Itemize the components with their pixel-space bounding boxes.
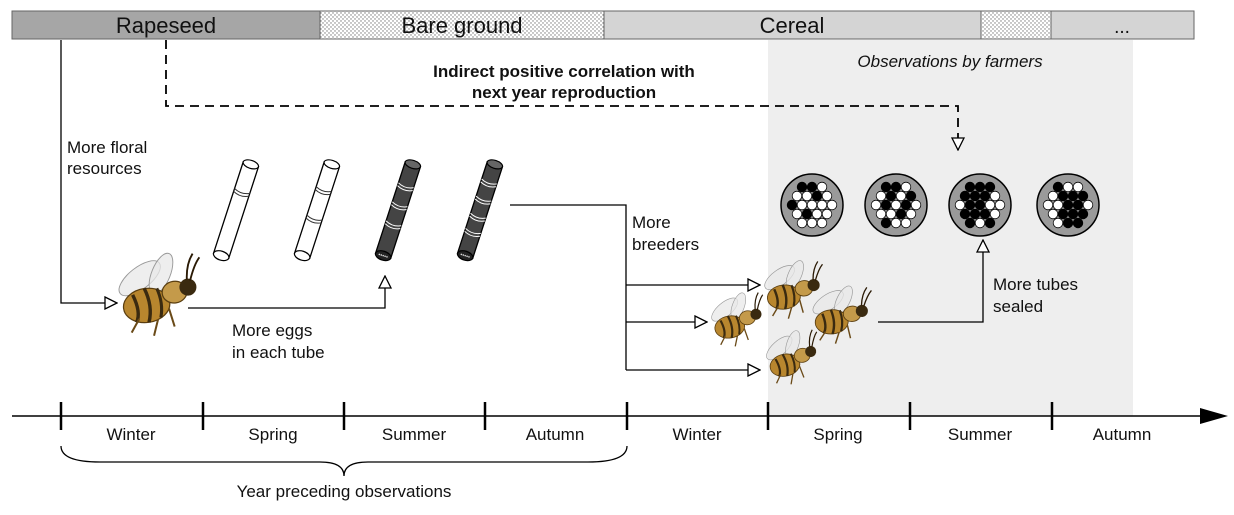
- season-label: Summer: [382, 425, 447, 444]
- crop-continued: [1050, 10, 1195, 40]
- bee-icon: [812, 285, 872, 344]
- timeline: Winter Spring Summer Autumn Winter Spring Summ…: [12, 402, 1228, 444]
- crop-label-cereal: Cereal: [760, 13, 825, 38]
- season-label: Autumn: [526, 425, 585, 444]
- nest-tube-icon: [293, 159, 341, 262]
- crop-cereal: [603, 10, 982, 40]
- breeders-connector: [510, 204, 627, 370]
- floral-resources-arrow: [60, 40, 117, 303]
- tube-bundles: [780, 173, 1100, 237]
- tube-bundle-icon: [864, 173, 928, 237]
- bee-icon: [766, 329, 818, 385]
- tube-bundle-icon: [948, 173, 1012, 237]
- season-label: Spring: [248, 425, 297, 444]
- season-label: Spring: [813, 425, 862, 444]
- season-label: Summer: [948, 425, 1013, 444]
- nest-tube-icon: [374, 159, 422, 262]
- observations-label: Observations by farmers: [857, 52, 1043, 71]
- season-label: Winter: [106, 425, 155, 444]
- crop-rotation-bar: Rapeseed Bare ground Cereal ...: [11, 10, 1195, 40]
- crop-label-continued: ...: [1114, 17, 1130, 38]
- year-brace: [60, 445, 628, 477]
- breeders-label-line2: breeders: [632, 235, 699, 254]
- crop-rapeseed: [11, 10, 321, 40]
- breeders-label-line1: More: [632, 213, 671, 232]
- eggs-arrow: [188, 276, 385, 309]
- nest-tube-icon: [212, 159, 260, 262]
- bee-icon: [711, 292, 764, 347]
- crop-label-bare-ground: Bare ground: [401, 13, 522, 38]
- sealed-arrow: [878, 240, 983, 323]
- eggs-label-line2: in each tube: [232, 343, 325, 362]
- nest-tubes: [212, 159, 504, 262]
- bees: [118, 252, 872, 385]
- floral-label-line1: More floral: [67, 138, 147, 157]
- tube-bundle-icon: [1036, 173, 1100, 237]
- year-preceding-label: Year preceding observations: [237, 482, 452, 501]
- season-label: Autumn: [1093, 425, 1152, 444]
- eggs-label-line1: More eggs: [232, 321, 312, 340]
- crop-bare-ground: [319, 10, 605, 40]
- sealed-label-line2: sealed: [993, 297, 1043, 316]
- bee-icon: [118, 252, 201, 336]
- sealed-label-line1: More tubes: [993, 275, 1078, 294]
- correlation-label-line1: Indirect positive correlation with: [433, 62, 695, 81]
- tube-bundle-icon: [780, 173, 844, 237]
- correlation-arrow: [165, 40, 958, 150]
- season-label: Winter: [672, 425, 721, 444]
- nest-tube-icon: [456, 159, 504, 262]
- floral-label-line2: resources: [67, 159, 142, 178]
- crop-fallow: [980, 10, 1052, 40]
- crop-label-rapeseed: Rapeseed: [116, 13, 216, 38]
- bee-icon: [764, 260, 824, 319]
- correlation-label-line2: next year reproduction: [472, 83, 656, 102]
- timeline-arrowhead: [1200, 408, 1228, 424]
